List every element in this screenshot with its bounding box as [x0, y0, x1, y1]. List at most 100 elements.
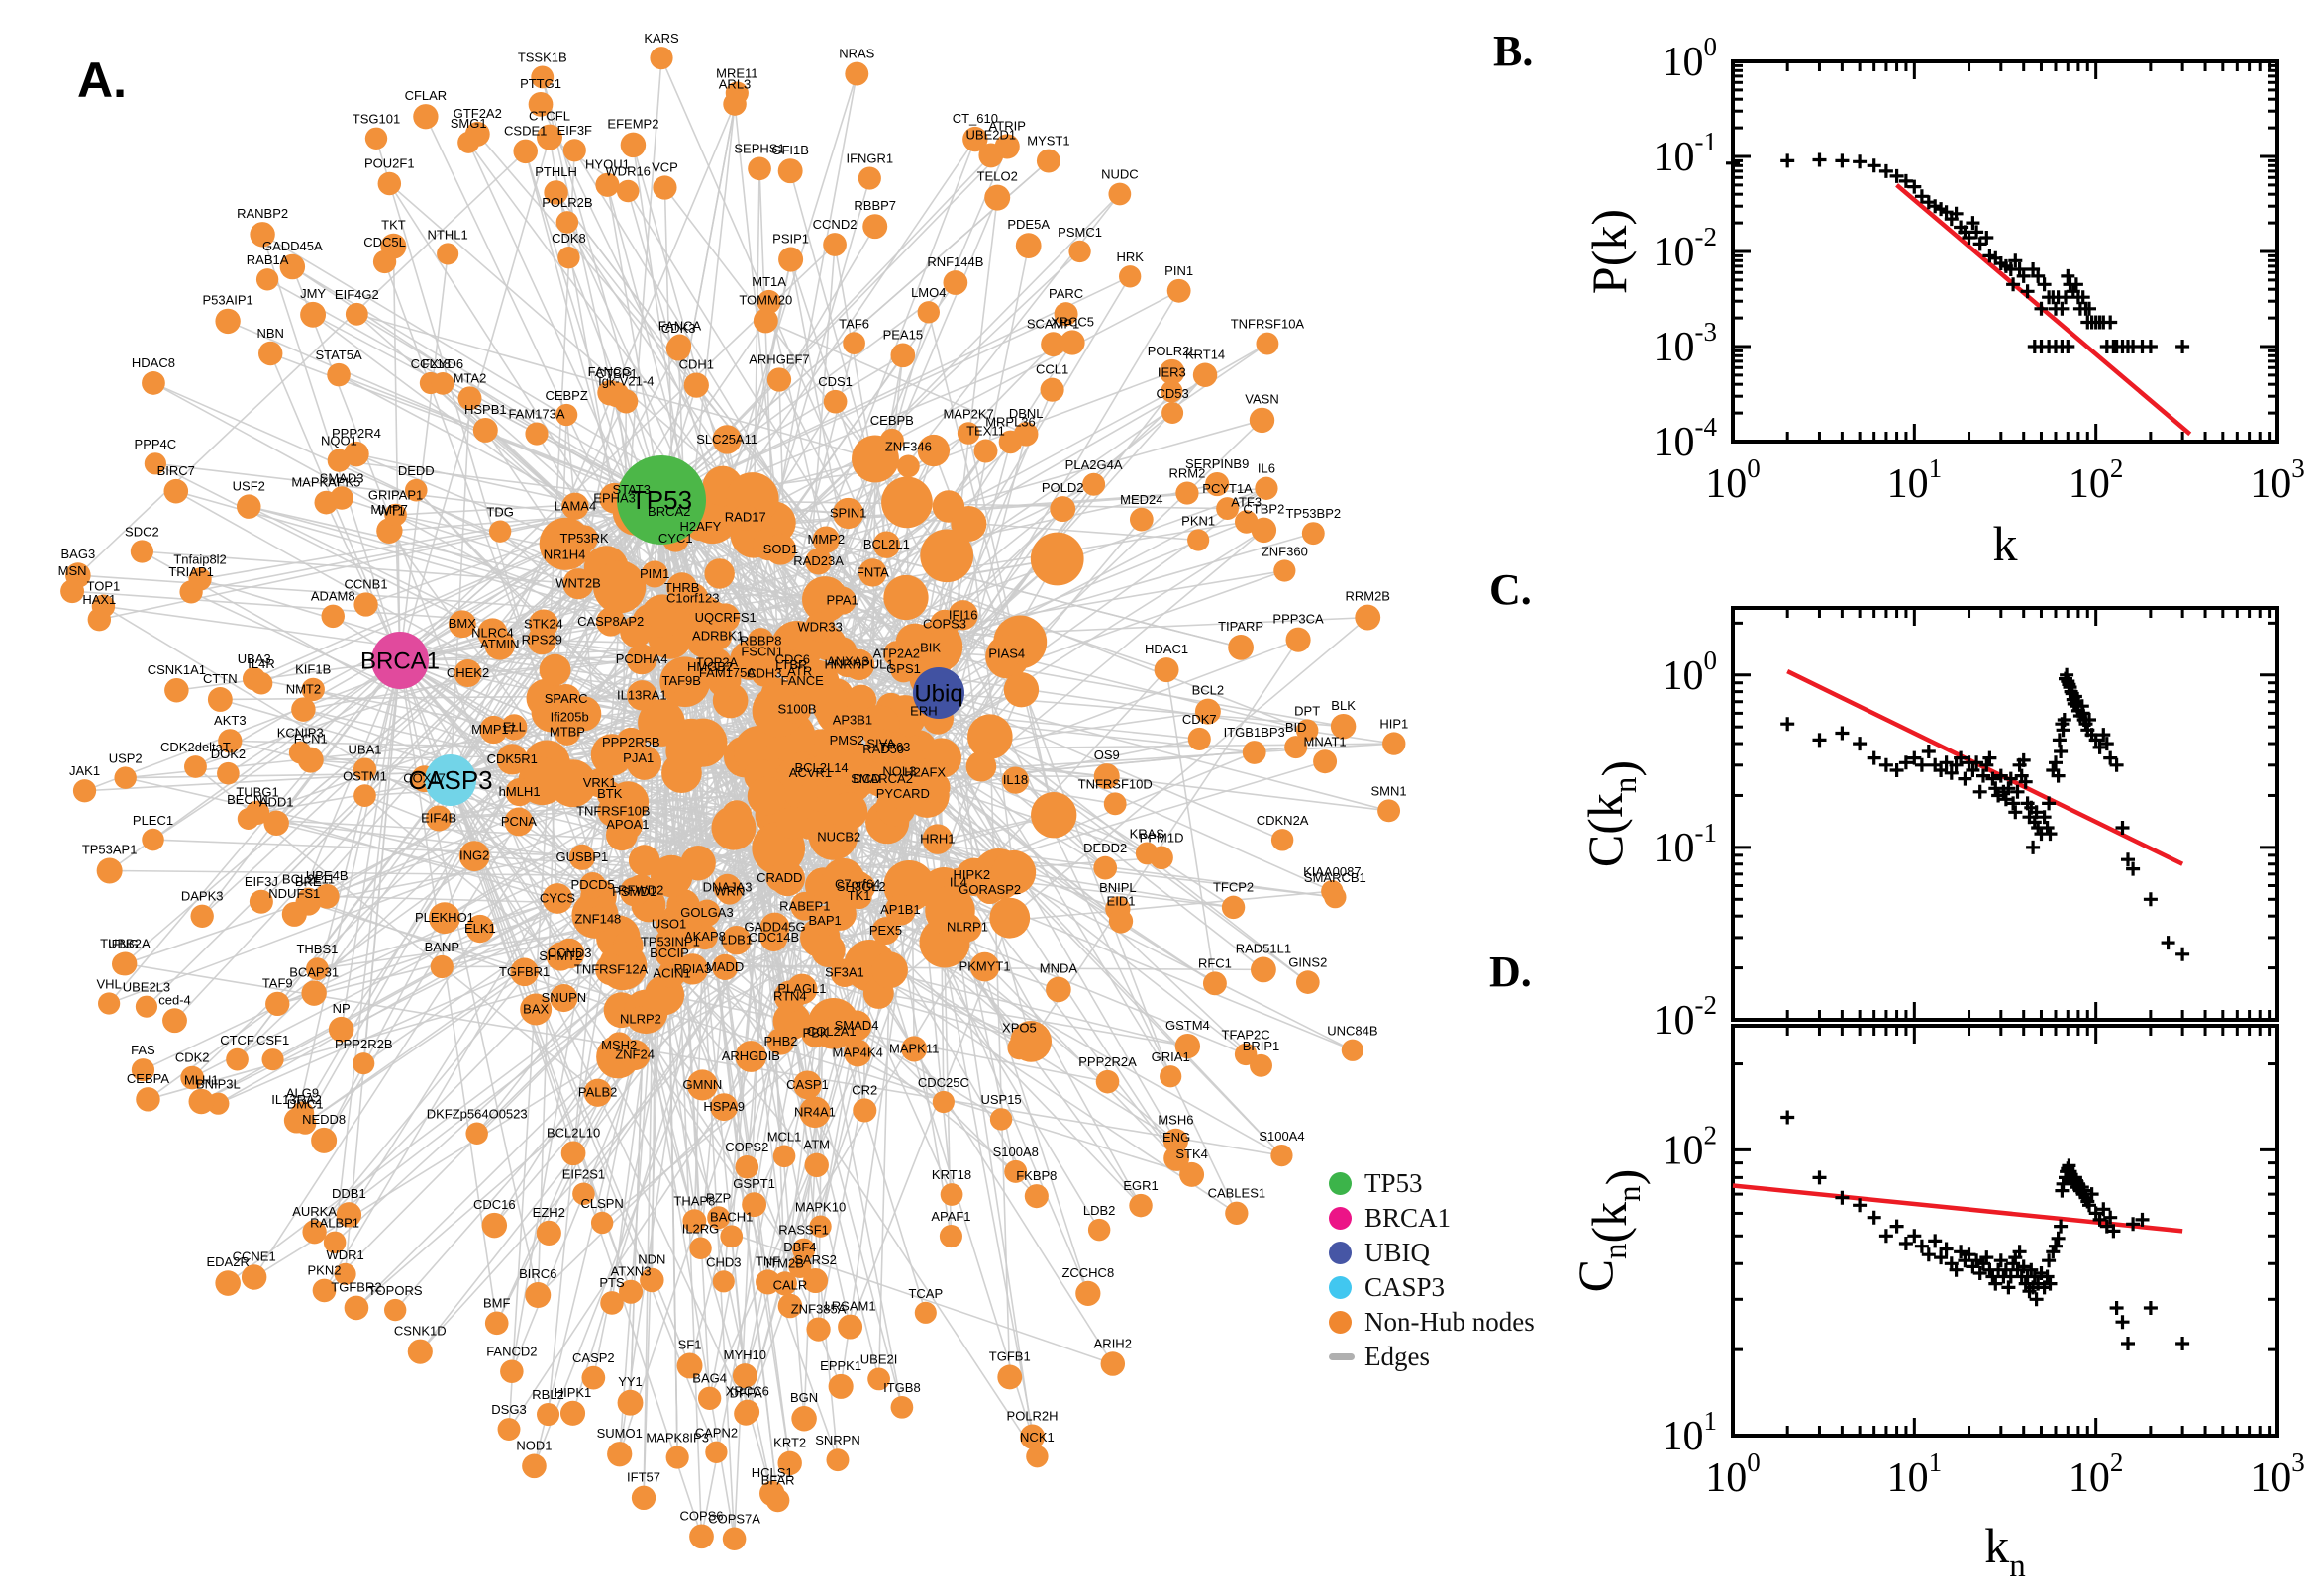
- svg-text:TOMM20: TOMM20: [739, 293, 792, 308]
- svg-text:NOL3: NOL3: [882, 764, 916, 779]
- svg-text:MAP4K4: MAP4K4: [833, 1045, 883, 1059]
- network-node: [1007, 1036, 1032, 1060]
- network-node: [1100, 1351, 1126, 1376]
- network-node: [883, 641, 910, 667]
- network-node: [742, 1192, 767, 1218]
- network-node: [454, 659, 482, 688]
- network-node: [828, 586, 857, 615]
- svg-text:MMP17: MMP17: [471, 722, 516, 737]
- network-node: [384, 1298, 407, 1322]
- svg-text:WNT2B: WNT2B: [556, 576, 601, 591]
- x-tick-label: 100: [1705, 1447, 1761, 1501]
- network-node: [241, 1264, 267, 1290]
- axis-ticks: [1731, 59, 2279, 444]
- svg-text:AP1B1: AP1B1: [880, 902, 920, 917]
- network-node: [922, 824, 954, 854]
- svg-text:SLC25A11: SLC25A11: [696, 432, 758, 447]
- svg-text:PZP: PZP: [706, 1190, 731, 1205]
- svg-text:NLRP1: NLRP1: [947, 920, 988, 935]
- network-node: [479, 715, 508, 745]
- svg-text:TP53BP2: TP53BP2: [1285, 506, 1341, 521]
- svg-text:CDH3: CDH3: [747, 665, 781, 680]
- svg-text:UBE2I: UBE2I: [860, 1352, 898, 1367]
- network-node: [458, 841, 490, 872]
- svg-text:BANP: BANP: [425, 940, 459, 954]
- network-node: [595, 172, 620, 197]
- svg-text:COPS3: COPS3: [923, 617, 966, 632]
- network-node: [472, 417, 498, 443]
- network-node: [1250, 956, 1276, 983]
- svg-text:NEDD8: NEDD8: [302, 1112, 346, 1127]
- svg-text:CSDE1: CSDE1: [504, 124, 547, 139]
- network-node: [777, 1293, 803, 1319]
- network-node: [627, 1006, 655, 1033]
- svg-text:CR2: CR2: [852, 1082, 877, 1097]
- svg-text:MAPK11: MAPK11: [889, 1041, 939, 1055]
- network-node: [735, 1041, 767, 1072]
- network-node: [283, 1108, 310, 1134]
- svg-text:CDK8: CDK8: [552, 231, 586, 246]
- network-node: [184, 755, 207, 778]
- network-node: [344, 1295, 369, 1321]
- svg-text:SMARCB1: SMARCB1: [1304, 870, 1366, 885]
- svg-text:EIF4G2: EIF4G2: [335, 287, 379, 302]
- svg-text:POU2F1: POU2F1: [364, 156, 415, 171]
- svg-text:DBNL: DBNL: [1009, 406, 1044, 421]
- network-node: [144, 452, 166, 475]
- network-node: [497, 1418, 521, 1442]
- data-points: [1726, 152, 2190, 353]
- network-node: [978, 143, 1004, 168]
- network-node: [579, 872, 606, 899]
- svg-text:TNFRSF12A: TNFRSF12A: [574, 961, 649, 976]
- svg-text:CASP2: CASP2: [572, 1350, 615, 1365]
- network-node: [666, 572, 698, 604]
- y-tick-label: 100: [1663, 646, 1718, 699]
- network-node: [600, 1291, 624, 1315]
- fit-line: [1786, 669, 2184, 866]
- svg-text:FCN1: FCN1: [294, 732, 328, 747]
- network-node: [596, 607, 626, 637]
- network-node: [616, 179, 640, 203]
- network-node: [712, 1270, 735, 1293]
- svg-text:ACVR1: ACVR1: [789, 765, 832, 780]
- network-node: [703, 622, 733, 650]
- svg-text:ANXA3: ANXA3: [827, 653, 869, 668]
- svg-text:BTK: BTK: [597, 786, 623, 801]
- svg-text:Ifi205b: Ifi205b: [551, 709, 589, 724]
- legend-label: Non-Hub nodes: [1364, 1307, 1535, 1337]
- network-node: [581, 1365, 606, 1390]
- network-node: [691, 924, 718, 950]
- svg-text:GOLGA3: GOLGA3: [680, 905, 733, 920]
- network-node: [142, 828, 164, 851]
- network-node: [845, 61, 869, 86]
- network-node: [1301, 522, 1325, 546]
- network-node: [914, 1301, 937, 1324]
- svg-text:DEDD: DEDD: [398, 463, 435, 478]
- network-node: [655, 910, 683, 939]
- network-node: [777, 1450, 802, 1476]
- svg-text:MSH6: MSH6: [1158, 1113, 1193, 1128]
- network-node: [560, 1141, 586, 1166]
- svg-text:IFT57: IFT57: [627, 1470, 660, 1485]
- network-node: [407, 1339, 433, 1364]
- network-node: [583, 1078, 612, 1107]
- svg-text:STAT5A: STAT5A: [315, 348, 362, 362]
- network-node: [504, 807, 534, 837]
- network-node: [722, 925, 752, 955]
- svg-text:JMY: JMY: [300, 286, 326, 301]
- svg-text:KRAS: KRAS: [1130, 826, 1165, 841]
- svg-text:TK1: TK1: [848, 888, 871, 903]
- network-node: [612, 809, 644, 841]
- svg-text:CALR: CALR: [773, 1278, 808, 1293]
- svg-text:TOP2A: TOP2A: [696, 654, 739, 669]
- svg-text:DKFZp564O0523: DKFZp564O0523: [427, 1107, 528, 1122]
- y-tick-label: 10-1: [1654, 127, 1718, 180]
- network-node: [619, 877, 650, 907]
- svg-text:FANCG: FANCG: [588, 364, 633, 379]
- svg-text:TELO2: TELO2: [977, 169, 1018, 184]
- legend-item-casp3: CASP3: [1329, 1270, 1535, 1305]
- network-node: [1187, 727, 1211, 750]
- svg-text:UBA1: UBA1: [349, 742, 382, 756]
- svg-text:PTHLH: PTHLH: [535, 164, 577, 179]
- svg-text:BMF: BMF: [483, 1296, 511, 1311]
